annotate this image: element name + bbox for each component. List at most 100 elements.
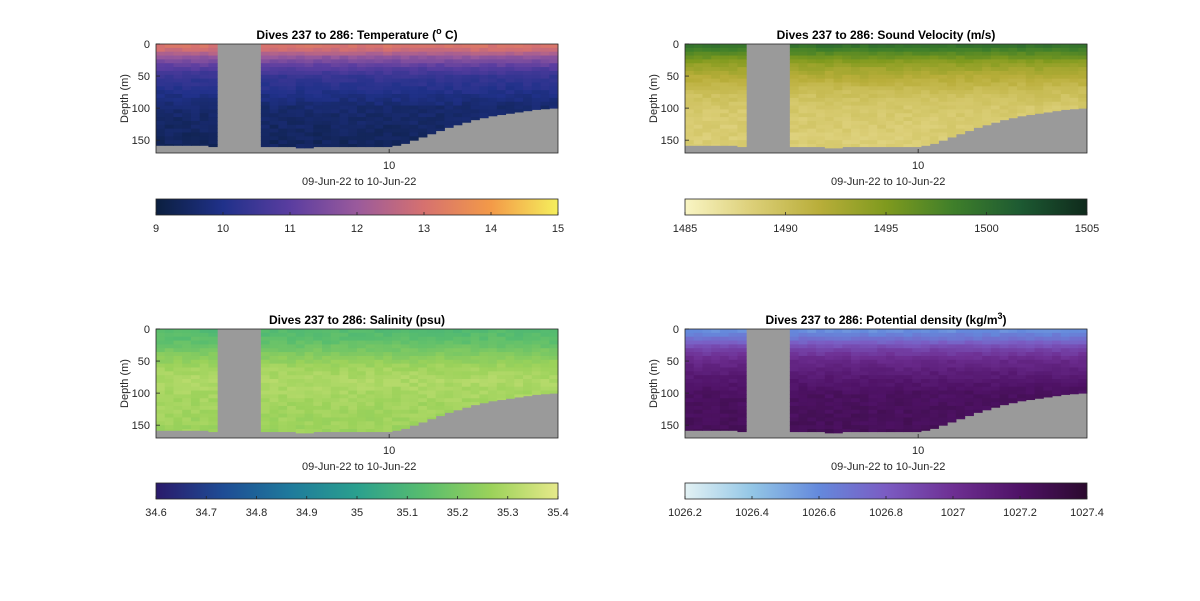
heatmap-cell — [929, 82, 939, 87]
heatmap-cell — [877, 355, 887, 361]
heatmap-cell — [418, 329, 428, 334]
heatmap-cell — [330, 413, 341, 418]
heatmap-cell — [156, 136, 166, 141]
heatmap-cell — [1078, 82, 1088, 87]
heatmap-cell — [435, 402, 445, 407]
heatmap-cell — [807, 402, 817, 407]
heatmap-cell — [383, 140, 393, 145]
heatmap-cell — [470, 332, 480, 338]
heatmap-cell — [737, 109, 747, 114]
heatmap-cell — [929, 117, 939, 122]
heatmap-cell — [208, 78, 218, 83]
heatmap-cell — [719, 44, 730, 49]
heatmap-cell — [470, 329, 480, 334]
heatmap-cell — [728, 124, 738, 130]
heatmap-cell — [278, 47, 288, 53]
heatmap-cell — [702, 94, 712, 99]
heatmap-cell — [947, 371, 957, 376]
heatmap-cell — [920, 44, 931, 49]
heatmap-cell — [886, 120, 896, 126]
heatmap-cell — [973, 329, 983, 334]
heatmap-cell — [938, 421, 948, 426]
heatmap-cell — [287, 359, 297, 365]
heatmap-cell — [190, 90, 201, 95]
heatmap-cell — [453, 86, 463, 91]
heatmap-cell — [357, 144, 367, 148]
heatmap-cell — [816, 47, 826, 53]
heatmap-cell — [339, 352, 349, 357]
heatmap-cell — [973, 109, 983, 114]
heatmap-cell — [903, 413, 913, 418]
heatmap-cell — [304, 352, 314, 357]
heatmap-cell — [859, 128, 870, 133]
heatmap-cell — [789, 398, 800, 403]
heatmap-cell — [912, 394, 922, 399]
heatmap-cell — [859, 51, 870, 57]
heatmap-cell — [685, 101, 695, 107]
heatmap-cell — [920, 371, 931, 376]
heatmap-cell — [400, 359, 410, 365]
heatmap-cell — [1043, 336, 1053, 342]
heatmap-cell — [894, 109, 904, 114]
heatmap-cell — [824, 379, 835, 384]
heatmap-cell — [990, 55, 1001, 60]
heatmap-cell — [435, 113, 445, 118]
heatmap-cell — [269, 51, 279, 57]
heatmap-cell — [859, 120, 870, 126]
heatmap-cell — [391, 51, 402, 57]
heatmap-cell — [816, 113, 826, 118]
heatmap-cell — [955, 367, 966, 372]
heatmap-cell — [357, 113, 367, 118]
heatmap-cell — [807, 344, 817, 349]
heatmap-cell — [304, 120, 314, 126]
heatmap-cell — [461, 78, 472, 83]
heatmap-cell — [295, 86, 306, 91]
heatmap-cell — [173, 78, 183, 83]
heatmap-cell — [929, 421, 939, 426]
heatmap-cell — [824, 55, 835, 60]
y-axis-label: Depth (m) — [119, 74, 131, 123]
heatmap-cell — [990, 44, 1001, 49]
heatmap-cell — [295, 63, 306, 68]
heatmap-cell — [719, 421, 730, 426]
heatmap-cell — [955, 59, 966, 64]
heatmap-cell — [737, 394, 747, 399]
heatmap-cell — [999, 47, 1009, 53]
heatmap-cell — [824, 367, 835, 372]
heatmap-cell — [156, 44, 166, 49]
heatmap-cell — [182, 55, 192, 60]
heatmap-cell — [409, 44, 419, 49]
heatmap-cell — [990, 386, 1001, 392]
heatmap-cell — [737, 348, 747, 353]
heatmap-cell — [391, 63, 402, 68]
heatmap-cell — [789, 390, 800, 395]
heatmap-cell — [1025, 363, 1036, 368]
heatmap-cell — [711, 67, 721, 72]
heatmap-cell — [964, 386, 974, 392]
heatmap-cell — [488, 94, 498, 99]
heatmap-cell — [737, 51, 747, 57]
heatmap-cell — [851, 355, 861, 361]
heatmap-cell — [295, 367, 306, 372]
heatmap-cell — [531, 82, 542, 87]
heatmap-cell — [1060, 74, 1071, 80]
heatmap-cell — [409, 336, 419, 342]
heatmap-cell — [549, 82, 559, 87]
heatmap-cell — [365, 409, 375, 415]
heatmap-cell — [1069, 359, 1079, 365]
heatmap-cell — [435, 101, 445, 107]
heatmap-cell — [868, 90, 878, 95]
heatmap-cell — [737, 340, 747, 345]
heatmap-cell — [842, 371, 852, 376]
heatmap-cell — [287, 74, 297, 80]
heatmap-cell — [824, 413, 835, 418]
heatmap-cell — [824, 101, 835, 107]
heatmap-cell — [348, 140, 358, 145]
heatmap-cell — [702, 421, 712, 426]
heatmap-cell — [702, 417, 712, 422]
heatmap-cell — [199, 382, 209, 388]
heatmap-cell — [173, 421, 183, 426]
heatmap-cell — [505, 47, 515, 53]
heatmap-cell — [990, 63, 1001, 68]
heatmap-cell — [1060, 379, 1071, 384]
